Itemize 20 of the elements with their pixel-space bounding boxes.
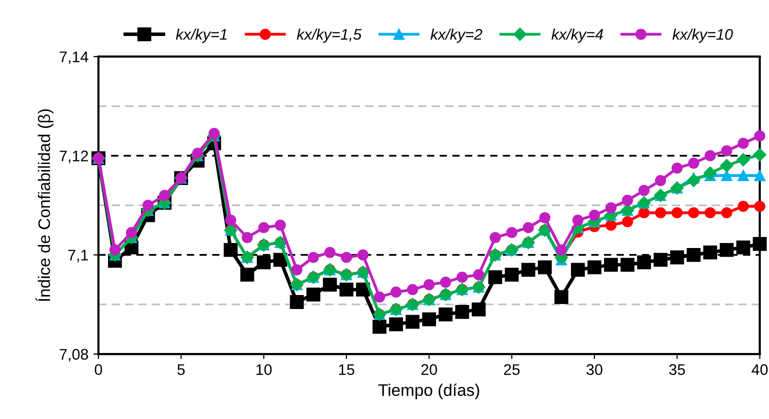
legend-label: kx/ky=10 — [672, 28, 733, 43]
x-tick-label: 30 — [586, 364, 602, 375]
y-tick-label: 7,12 — [60, 150, 88, 164]
x-axis-title: Tiempo (días) — [378, 384, 480, 400]
legend-label: kx/ky=4 — [552, 28, 603, 43]
x-tick-label: 10 — [256, 364, 272, 375]
y-tick-label: 7,14 — [60, 52, 88, 64]
y-axis-title: Índice de Confiabilidad (β) — [36, 109, 54, 302]
x-tick-label: 40 — [752, 364, 768, 375]
x-tick-label: 20 — [421, 364, 437, 375]
x-tick-label: 15 — [339, 364, 354, 375]
x-tick-label: 25 — [504, 364, 520, 375]
legend-label: kx/ky=1 — [176, 28, 227, 43]
x-tick-label: 0 — [94, 364, 102, 375]
x-tick-label: 5 — [177, 364, 185, 375]
legend-label: kx/ky=1,5 — [296, 28, 362, 43]
y-tick-label: 7,08 — [60, 348, 88, 362]
legend-label: kx/ky=2 — [430, 28, 482, 43]
y-tick-label: 7,1 — [68, 250, 88, 262]
x-tick-label: 35 — [669, 364, 685, 375]
